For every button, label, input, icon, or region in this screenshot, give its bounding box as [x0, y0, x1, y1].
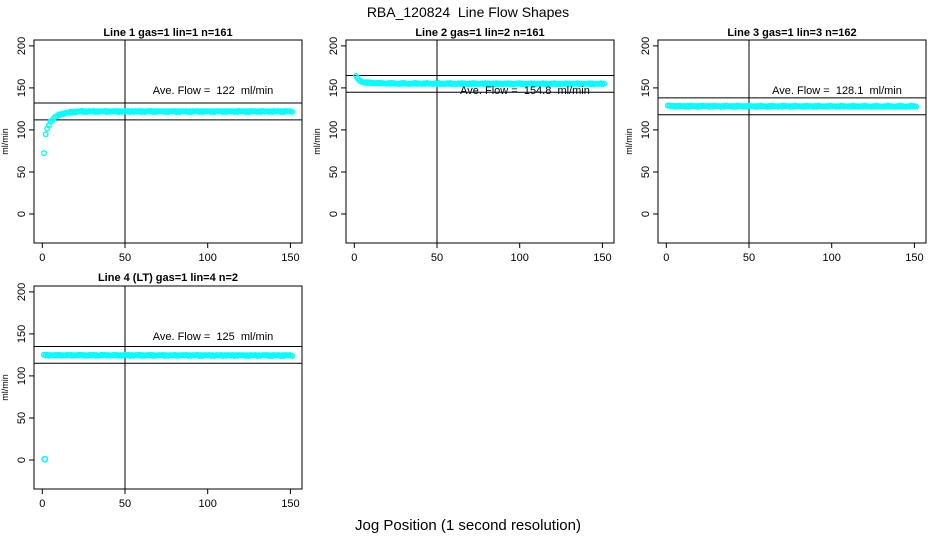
plot-box	[345, 39, 615, 244]
ave-flow-annotation-line4: Ave. Flow = 125 ml/min	[152, 331, 274, 343]
plot-box	[33, 39, 303, 244]
main-title: RBA_120824 Line Flow Shapes	[366, 4, 570, 20]
plot-panel-2: 0 50 100 150 0 50 100 150 200 ml/min	[312, 37, 615, 264]
panel-title-line1: Line 1 gas=1 lin=1 n=161	[103, 27, 233, 39]
y-tick-label: 0	[16, 457, 28, 463]
ave-flow-annotation-line1: Ave. Flow = 122 ml/min	[152, 85, 274, 97]
x-tick-label: 50	[743, 252, 755, 264]
data-points	[40, 107, 296, 157]
data-points	[664, 102, 920, 110]
outlier-point	[41, 455, 49, 463]
x-tick-label: 50	[431, 252, 443, 264]
x-tick-label: 100	[823, 252, 841, 264]
plot-box	[33, 285, 303, 490]
y-tick-label: 50	[640, 166, 652, 178]
x-tick-label: 0	[351, 252, 357, 264]
data-points	[40, 351, 296, 463]
y-tick-label: 100	[640, 121, 652, 139]
plot-box	[657, 39, 927, 244]
ave-flow-annotation-line2: Ave. Flow = 154.8 ml/min	[460, 85, 590, 97]
data-points	[352, 72, 608, 88]
y-tick-label: 100	[328, 121, 340, 139]
y-axis-label: ml/min	[312, 128, 322, 155]
y-tick-label: 150	[16, 325, 28, 343]
x-tick-label: 0	[39, 252, 45, 264]
y-tick-label: 100	[16, 367, 28, 385]
x-tick-label: 100	[511, 252, 529, 264]
x-tick-label: 150	[281, 252, 299, 264]
y-tick-label: 150	[16, 79, 28, 97]
y-tick-label: 0	[16, 211, 28, 217]
x-tick-label: 100	[199, 252, 217, 264]
x-tick-label: 0	[663, 252, 669, 264]
y-tick-label: 200	[640, 37, 652, 55]
y-tick-label: 0	[640, 211, 652, 217]
x-axis-label: Jog Position (1 second resolution)	[355, 517, 581, 534]
y-tick-label: 50	[328, 166, 340, 178]
y-tick-label: 200	[16, 37, 28, 55]
y-tick-label: 150	[328, 79, 340, 97]
plot-panel-1: 0 50 100 150 0 50 100 150 200 ml/min	[0, 37, 303, 264]
plot-panel-3: 0 50 100 150 0 50 100 150 200 ml/min	[624, 37, 927, 264]
panel-title-line4: Line 4 (LT) gas=1 lin=4 n=2	[97, 272, 239, 284]
y-axis-label: ml/min	[624, 128, 634, 155]
y-axis-label: ml/min	[0, 128, 10, 155]
ave-flow-annotation-line3: Ave. Flow = 128.1 ml/min	[772, 85, 902, 97]
panel-title-line2: Line 2 gas=1 lin=2 n=161	[415, 27, 545, 39]
x-tick-label: 150	[593, 252, 611, 264]
plot-panel-4: 0 50 100 150 0 50 100 150 200 ml/min	[0, 283, 303, 510]
y-tick-label: 0	[328, 211, 340, 217]
x-tick-label: 0	[39, 498, 45, 510]
y-tick-label: 100	[16, 121, 28, 139]
panel-title-line3: Line 3 gas=1 lin=3 n=162	[727, 27, 857, 39]
y-axis-label: ml/min	[0, 374, 10, 401]
x-tick-label: 50	[119, 498, 131, 510]
y-tick-label: 200	[16, 283, 28, 301]
x-tick-label: 50	[119, 252, 131, 264]
y-tick-label: 200	[328, 37, 340, 55]
y-tick-label: 50	[16, 412, 28, 424]
x-tick-label: 150	[905, 252, 923, 264]
x-tick-label: 100	[199, 498, 217, 510]
y-tick-label: 150	[640, 79, 652, 97]
y-tick-label: 50	[16, 166, 28, 178]
x-tick-label: 150	[281, 498, 299, 510]
